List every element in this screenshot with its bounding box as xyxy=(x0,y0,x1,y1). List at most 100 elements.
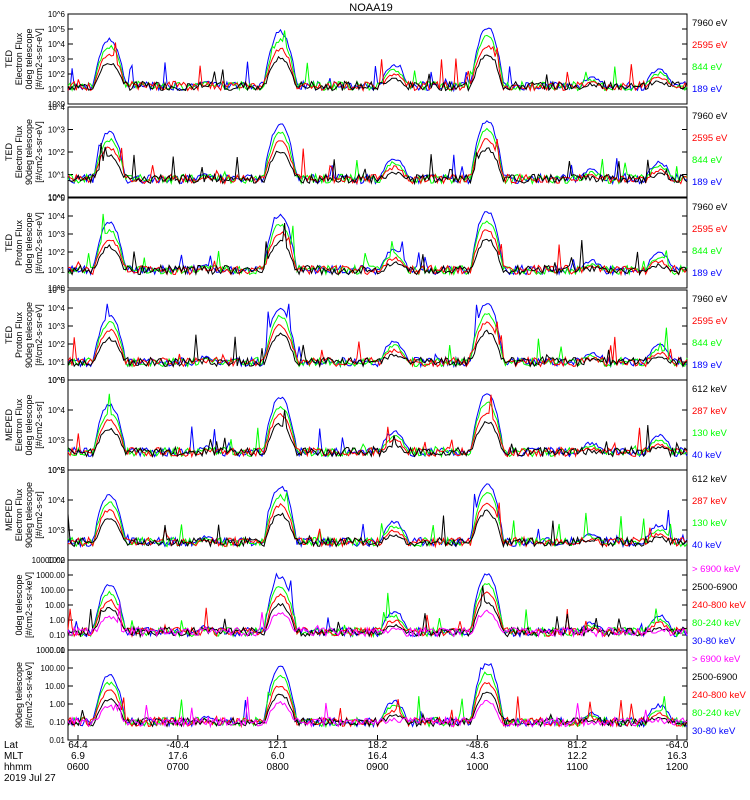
legend-entry: 2595 eV xyxy=(692,133,728,144)
y-tick-label: 10^5 xyxy=(48,466,66,475)
y-axis-label: [#/cm2-s-sr-eV] xyxy=(34,28,44,90)
y-tick-label: 10^0 xyxy=(48,376,66,385)
y-tick-label: 10000.00 xyxy=(32,556,66,565)
x-tick-mlt: 16.4 xyxy=(368,751,388,762)
x-tick-mlt: 17.6 xyxy=(168,751,188,762)
legend-entry: 844 eV xyxy=(692,338,723,349)
legend-entry: 844 eV xyxy=(692,62,723,73)
legend-entry: 844 eV xyxy=(692,155,723,166)
y-tick-label: 100.00 xyxy=(41,664,66,673)
x-tick-lat: 64.4 xyxy=(68,740,88,751)
x-tick-lat: -64.0 xyxy=(666,740,689,751)
x-tick-lat: 12.1 xyxy=(268,740,288,751)
series-7960-ev xyxy=(67,329,688,368)
y-tick-label: 10^5 xyxy=(48,376,66,385)
x-tick-hhmm: 1000 xyxy=(466,762,489,773)
y-tick-label: 0.01 xyxy=(49,646,65,655)
panel-frame xyxy=(67,106,688,198)
y-tick-label: 10.00 xyxy=(45,682,66,691)
legend-entry: > 6900 keV xyxy=(692,654,741,665)
y-tick-label: 10^1 xyxy=(48,266,66,275)
x-row-label-mlt: MLT xyxy=(4,751,23,762)
y-tick-label: 100.00 xyxy=(41,586,66,595)
x-tick-mlt: 6.9 xyxy=(71,751,85,762)
y-tick-label: 10^0 xyxy=(48,193,66,202)
y-axis-label: 90deg telescope xyxy=(24,482,34,548)
x-tick-lat: 81.2 xyxy=(567,740,587,751)
panel-7: 0.01 0.10 1.00 10.00 100.00 1000.00 10000.00 0d… xyxy=(14,556,747,655)
y-axis-label: [#/cm2-s-sr] xyxy=(34,401,44,449)
series-844-ev xyxy=(67,127,688,186)
y-tick-label: 10^0 xyxy=(48,100,66,109)
y-tick-label: 10^6 xyxy=(48,10,66,19)
y-tick-label: 10^2 xyxy=(48,148,66,157)
y-tick-label: 0.10 xyxy=(49,631,65,640)
legend-entry: 189 eV xyxy=(692,177,723,188)
series-7960-ev xyxy=(67,222,688,277)
panel-frame xyxy=(67,379,688,471)
y-axis-label: TED xyxy=(4,142,14,161)
legend-entry: 80-240 keV xyxy=(692,618,741,629)
legend-entry: 189 eV xyxy=(692,268,723,279)
y-tick-label: 0.10 xyxy=(49,718,65,727)
legend-entry: 7960 eV xyxy=(692,18,728,29)
legend-entry: 2595 eV xyxy=(692,40,728,51)
y-tick-label: 10^3 xyxy=(48,526,66,535)
legend-entry: 287 keV xyxy=(692,496,728,507)
legend-entry: 844 eV xyxy=(692,246,723,257)
series--6900-kev xyxy=(67,696,688,729)
legend-entry: 2595 eV xyxy=(692,224,728,235)
x-tick-hhmm: 0900 xyxy=(366,762,389,773)
y-axis-label: [#/cm2-s-sr-eV] xyxy=(34,304,44,366)
y-tick-label: 10^3 xyxy=(48,436,66,445)
series-2595-ev xyxy=(67,138,688,185)
series-287-kev xyxy=(67,502,688,549)
legend-entry: 80-240 keV xyxy=(692,708,741,719)
y-tick-label: 10^3 xyxy=(48,55,66,64)
y-axis-label: TED xyxy=(4,49,14,68)
y-axis-label: TED xyxy=(4,325,14,344)
legend-entry: 612 keV xyxy=(692,384,728,395)
x-tick-mlt: 16.3 xyxy=(667,751,687,762)
series-7960-ev xyxy=(67,142,688,186)
y-axis-label: 0deg telescope xyxy=(24,212,34,273)
y-tick-label: 10^4 xyxy=(48,496,66,505)
series-80-240-kev xyxy=(67,671,688,729)
y-axis-label: 90deg telescope xyxy=(14,662,24,728)
y-tick-label: 1.00 xyxy=(49,616,65,625)
legend-entry: 287 keV xyxy=(692,406,728,417)
legend-entry: 7960 eV xyxy=(692,294,728,305)
y-tick-label: 10^4 xyxy=(48,406,66,415)
y-tick-label: 10^0 xyxy=(48,284,66,293)
legend-entry: > 6900 keV xyxy=(692,564,741,575)
y-axis-label: [#/cm2-s-sr-eV] xyxy=(34,212,44,274)
x-tick-hhmm: 0700 xyxy=(167,762,190,773)
y-axis-label: 0deg telescope xyxy=(24,394,34,455)
y-tick-label: 1000.00 xyxy=(36,646,65,655)
legend-entry: 7960 eV xyxy=(692,111,728,122)
y-tick-label: 10^1 xyxy=(48,358,66,367)
y-tick-label: 10^4 xyxy=(48,304,66,313)
y-tick-label: 10^2 xyxy=(48,248,66,257)
series-2500-6900 xyxy=(67,691,688,728)
legend-entry: 240-800 keV xyxy=(692,600,747,611)
y-tick-label: 10^2 xyxy=(48,466,66,475)
y-axis-label: 0deg telescope xyxy=(14,574,24,635)
legend-entry: 2500-6900 xyxy=(692,672,737,683)
y-axis-label: Proton Flux xyxy=(14,311,24,358)
series-2595-ev xyxy=(67,229,688,277)
x-row-label-lat: Lat xyxy=(4,740,18,751)
x-tick-lat: -40.4 xyxy=(166,740,189,751)
series-287-kev xyxy=(67,394,688,459)
series--6900-kev xyxy=(67,602,688,638)
y-tick-label: 10^3 xyxy=(48,322,66,331)
panel-1: 10^0 10^1 10^2 10^3 10^4 10^5 10^6 TED Electron … xyxy=(4,10,728,109)
y-tick-label: 10^2 xyxy=(48,340,66,349)
panel-4: 10^0 10^1 10^2 10^3 10^4 10^5 TED Proton Flux 90… xyxy=(4,286,728,385)
series-7960-ev xyxy=(67,54,688,92)
y-axis-label: Electron Flux xyxy=(14,125,24,178)
y-tick-label: 10^5 xyxy=(48,286,66,295)
x-tick-mlt: 6.0 xyxy=(271,751,285,762)
y-axis-label: 90deg telescope xyxy=(24,119,34,185)
